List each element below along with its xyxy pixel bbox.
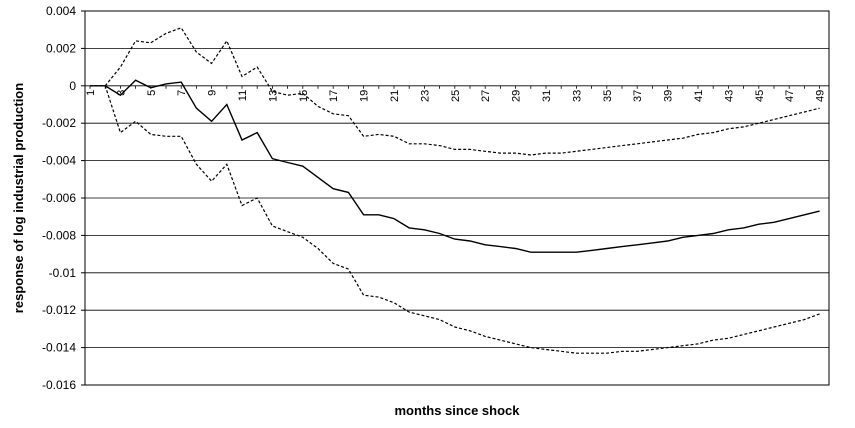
- x-tick-label: 43: [723, 90, 735, 102]
- x-tick-label: 3: [115, 90, 127, 96]
- y-tick-label: -0.002: [42, 116, 76, 130]
- y-axis-ticks: 0.004 0.002 0 -0.002 -0.004 -0.006 -0.008 -0.01…: [42, 4, 85, 392]
- x-tick-label: 49: [815, 90, 827, 102]
- series-line-confidence-band-2: [90, 85, 820, 354]
- y-tick-label: -0.006: [42, 191, 76, 205]
- x-tick-label: 15: [298, 90, 310, 102]
- x-tick-label: 9: [207, 90, 219, 96]
- x-tick-label: 37: [632, 90, 644, 102]
- x-tick-label: 31: [541, 90, 553, 102]
- x-tick-label: 23: [419, 90, 431, 102]
- x-tick-label: 13: [267, 90, 279, 102]
- x-tick-label: 7: [176, 90, 188, 96]
- y-axis-label: response of log industrial production: [11, 83, 26, 313]
- x-axis-label: months since shock: [395, 403, 521, 418]
- series-line-confidence-band-1: [90, 27, 820, 156]
- x-tick-label: 19: [359, 90, 371, 102]
- y-tick-label: 0: [69, 79, 76, 93]
- x-tick-label: 5: [146, 90, 158, 96]
- y-tick-label: -0.016: [42, 378, 76, 392]
- y-tick-label: -0.004: [42, 154, 76, 168]
- x-tick-label: 1: [85, 90, 97, 96]
- x-tick-label: 27: [480, 90, 492, 102]
- x-tick-label: 17: [328, 90, 340, 102]
- y-tick-label: 0.004: [46, 4, 76, 18]
- y-tick-label: 0.002: [46, 41, 76, 55]
- x-tick-label: 11: [237, 90, 249, 101]
- grid: [85, 48, 829, 349]
- x-tick-label: 25: [450, 90, 462, 102]
- y-tick-label: -0.012: [42, 303, 76, 317]
- series-lines: [90, 27, 820, 354]
- y-tick-label: -0.008: [42, 228, 76, 242]
- x-tick-label: 35: [602, 90, 614, 102]
- x-tick-label: 33: [571, 90, 583, 102]
- y-tick-label: -0.01: [49, 266, 77, 280]
- x-tick-label: 39: [663, 90, 675, 102]
- x-tick-label: 45: [754, 90, 766, 102]
- series-line-estimate: [90, 79, 820, 253]
- y-tick-label: -0.014: [42, 341, 76, 355]
- x-tick-label: 47: [784, 90, 796, 102]
- x-axis-ticks: 1 3 5 7 9 11 13 15 17 19 21 23 25 27 29 31 33 35 37 39 41 43 4…: [85, 85, 827, 102]
- x-tick-label: 21: [389, 90, 401, 102]
- x-tick-label: 29: [511, 90, 523, 102]
- x-tick-label: 41: [693, 90, 705, 102]
